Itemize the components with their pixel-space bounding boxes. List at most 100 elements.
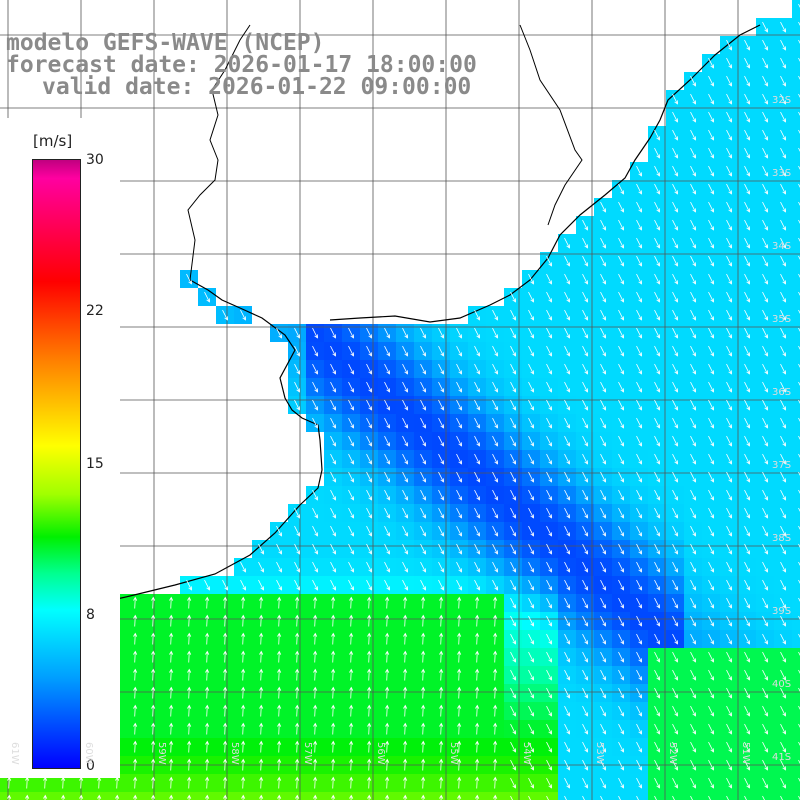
wind-arrow: [528, 597, 534, 609]
wind-arrow: [384, 327, 390, 339]
wind-arrow: [798, 561, 800, 566]
wind-arrow: [672, 795, 675, 800]
wind-arrow: [654, 327, 660, 339]
wind-arrow: [690, 597, 696, 609]
wind-arrow: [312, 489, 318, 501]
wind-arrow: [133, 722, 138, 735]
wind-arrow: [349, 722, 354, 735]
wind-arrow: [672, 543, 678, 555]
wind-arrow: [600, 759, 606, 771]
wind-arrow: [457, 668, 462, 681]
wind-arrow: [654, 435, 660, 447]
wind-arrow: [618, 777, 624, 789]
wind-arrow: [313, 650, 318, 663]
valid-date: valid date: 2026-01-22 09:00:00: [42, 74, 472, 100]
wind-arrow: [744, 453, 750, 465]
wind-arrow: [331, 686, 336, 699]
wind-arrow: [654, 255, 660, 267]
wind-arrow: [439, 704, 444, 717]
wind-arrow: [744, 399, 750, 411]
wind-arrow: [528, 669, 534, 681]
wind-arrow: [582, 777, 588, 789]
wind-arrow: [420, 417, 426, 429]
wind-arrow: [708, 723, 714, 735]
wind-arrow: [384, 507, 390, 519]
wind-arrow: [564, 687, 570, 699]
wind-arrow: [420, 399, 426, 411]
wind-arrow: [510, 363, 516, 375]
wind-arrow: [600, 471, 606, 483]
wind-arrow: [780, 165, 786, 177]
wind-arrow: [636, 543, 642, 555]
wind-cell: [756, 792, 774, 800]
wind-arrow: [690, 363, 696, 375]
wind-arrow: [474, 561, 480, 573]
wind-arrow: [241, 776, 246, 789]
wind-arrow: [618, 237, 624, 249]
wind-arrow: [546, 507, 552, 519]
wind-arrow: [690, 525, 696, 537]
wind-arrow: [582, 795, 585, 800]
wind-arrow: [780, 687, 786, 699]
wind-arrow: [295, 704, 300, 717]
wind-arrow: [726, 489, 732, 501]
wind-arrow: [366, 345, 372, 357]
wind-arrow: [654, 507, 660, 519]
wind-arrow: [330, 471, 336, 483]
wind-arrow: [277, 668, 282, 681]
wind-arrow: [744, 57, 750, 69]
wind-arrow: [528, 615, 534, 627]
wind-arrow: [780, 111, 786, 123]
wind-arrow: [313, 668, 318, 681]
wind-arrow: [690, 183, 696, 195]
wind-arrow: [223, 650, 228, 663]
wind-arrow: [546, 741, 552, 753]
wind-arrow: [726, 561, 732, 573]
wind-arrow: [762, 687, 768, 699]
wind-arrow: [708, 327, 714, 339]
wind-arrow: [295, 596, 300, 609]
wind-arrow: [618, 381, 624, 393]
wind-arrow: [546, 309, 552, 321]
wind-arrow: [564, 309, 570, 321]
wind-arrow: [636, 723, 642, 735]
wind-arrow: [618, 363, 624, 375]
wind-arrow: [348, 453, 354, 465]
wind-arrow: [582, 597, 588, 609]
wind-arrow: [133, 794, 138, 800]
wind-arrow: [475, 722, 480, 735]
wind-arrow: [564, 597, 570, 609]
wind-arrow: [654, 795, 657, 800]
wind-arrow: [258, 543, 264, 555]
wind-arrow: [708, 129, 714, 141]
wind-arrow: [744, 777, 750, 789]
wind-cell: [792, 108, 800, 126]
wind-arrow: [618, 669, 624, 681]
wind-cell: [792, 684, 800, 702]
lat-label: 40S: [772, 679, 792, 690]
wind-arrow: [331, 758, 336, 771]
wind-arrow: [636, 615, 642, 627]
wind-arrow: [474, 453, 480, 465]
wind-cell: [792, 36, 800, 54]
wind-arrow: [780, 543, 786, 555]
wind-arrow: [744, 309, 750, 321]
wind-arrow: [510, 741, 516, 753]
wind-arrow: [762, 57, 768, 69]
wind-arrow: [420, 381, 426, 393]
wind-arrow: [618, 399, 624, 411]
wind-arrow: [276, 579, 282, 591]
wind-arrow: [528, 507, 534, 519]
wind-arrow: [600, 201, 606, 213]
wind-arrow: [384, 435, 390, 447]
wind-arrow: [312, 507, 318, 519]
wind-arrow: [456, 471, 462, 483]
wind-arrow: [672, 183, 678, 195]
wind-arrow: [780, 39, 786, 51]
wind-arrow: [780, 417, 786, 429]
wind-arrow: [780, 273, 786, 285]
wind-arrow: [438, 381, 444, 393]
lat-label: 34S: [772, 241, 792, 252]
wind-arrow: [654, 489, 660, 501]
wind-arrow: [439, 650, 444, 663]
